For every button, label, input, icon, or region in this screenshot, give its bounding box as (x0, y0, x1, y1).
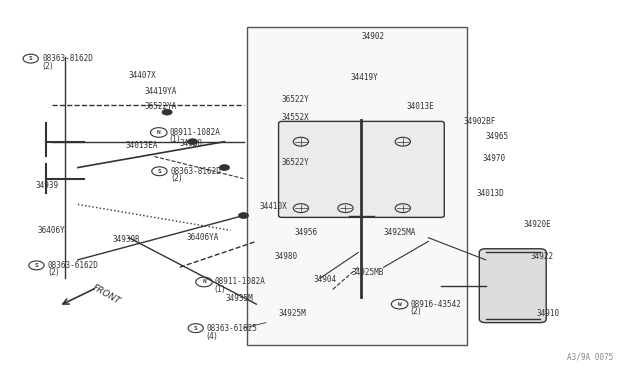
FancyBboxPatch shape (278, 121, 444, 217)
FancyBboxPatch shape (479, 249, 546, 323)
Text: 34013D: 34013D (476, 189, 504, 198)
Text: 34925M: 34925M (278, 309, 307, 318)
Text: 34419YA: 34419YA (145, 87, 177, 96)
Circle shape (239, 212, 248, 218)
Text: 34407X: 34407X (129, 71, 157, 80)
Text: 34925MA: 34925MA (384, 228, 416, 237)
Text: 36522Y: 36522Y (282, 157, 310, 167)
Text: 34410X: 34410X (259, 202, 287, 211)
Circle shape (220, 164, 230, 170)
Text: 34013EA: 34013EA (125, 141, 158, 150)
Text: 08363-6162D: 08363-6162D (48, 261, 99, 270)
Text: FRONT: FRONT (91, 283, 122, 306)
Text: 36406Y: 36406Y (37, 226, 65, 235)
FancyBboxPatch shape (246, 27, 467, 345)
Text: 34939R: 34939R (113, 235, 141, 244)
Text: 34939: 34939 (36, 182, 59, 190)
Text: 34956: 34956 (294, 228, 317, 237)
Text: 08916-43542: 08916-43542 (410, 300, 461, 309)
Text: (1): (1) (170, 135, 180, 144)
Text: S: S (35, 263, 38, 268)
Text: 34552X: 34552X (282, 113, 310, 122)
Text: 34920E: 34920E (524, 220, 552, 229)
Text: N: N (202, 279, 206, 285)
Text: 08911-1082A: 08911-1082A (170, 128, 221, 137)
Text: (1): (1) (215, 285, 226, 294)
Text: (4): (4) (207, 332, 218, 341)
Circle shape (162, 109, 172, 115)
Text: 36406YA: 36406YA (186, 233, 218, 242)
Text: (2): (2) (171, 174, 182, 183)
Text: (2): (2) (48, 268, 59, 277)
Text: 08363-61625: 08363-61625 (207, 324, 257, 333)
Text: 34904: 34904 (314, 275, 337, 283)
Text: 34965: 34965 (486, 132, 509, 141)
Text: 34970: 34970 (483, 154, 506, 163)
Text: 34935M: 34935M (226, 294, 253, 303)
Text: 34902BF: 34902BF (463, 117, 496, 126)
Text: 34902: 34902 (362, 32, 385, 41)
Text: (2): (2) (42, 61, 53, 71)
Text: 08911-1082A: 08911-1082A (215, 278, 266, 286)
Text: W: W (398, 302, 401, 307)
Text: 36522YA: 36522YA (145, 102, 177, 111)
Circle shape (188, 139, 198, 145)
Text: 34925MB: 34925MB (352, 268, 384, 277)
Text: 34922: 34922 (531, 251, 554, 261)
Text: 08363-8162D: 08363-8162D (171, 167, 222, 176)
Text: S: S (194, 326, 198, 331)
Text: N: N (157, 130, 161, 135)
Text: S: S (29, 56, 33, 61)
Text: 34419Y: 34419Y (351, 73, 378, 81)
Text: 36522Y: 36522Y (282, 95, 310, 104)
Text: 08363-8162D: 08363-8162D (42, 54, 93, 63)
Text: A3/9A 0075: A3/9A 0075 (567, 352, 613, 361)
Text: 34938: 34938 (180, 139, 203, 148)
Text: 34910: 34910 (537, 309, 560, 318)
Text: 34013E: 34013E (406, 102, 434, 111)
Text: S: S (157, 169, 161, 174)
Text: 34980: 34980 (274, 251, 297, 261)
Text: (2): (2) (410, 307, 421, 316)
